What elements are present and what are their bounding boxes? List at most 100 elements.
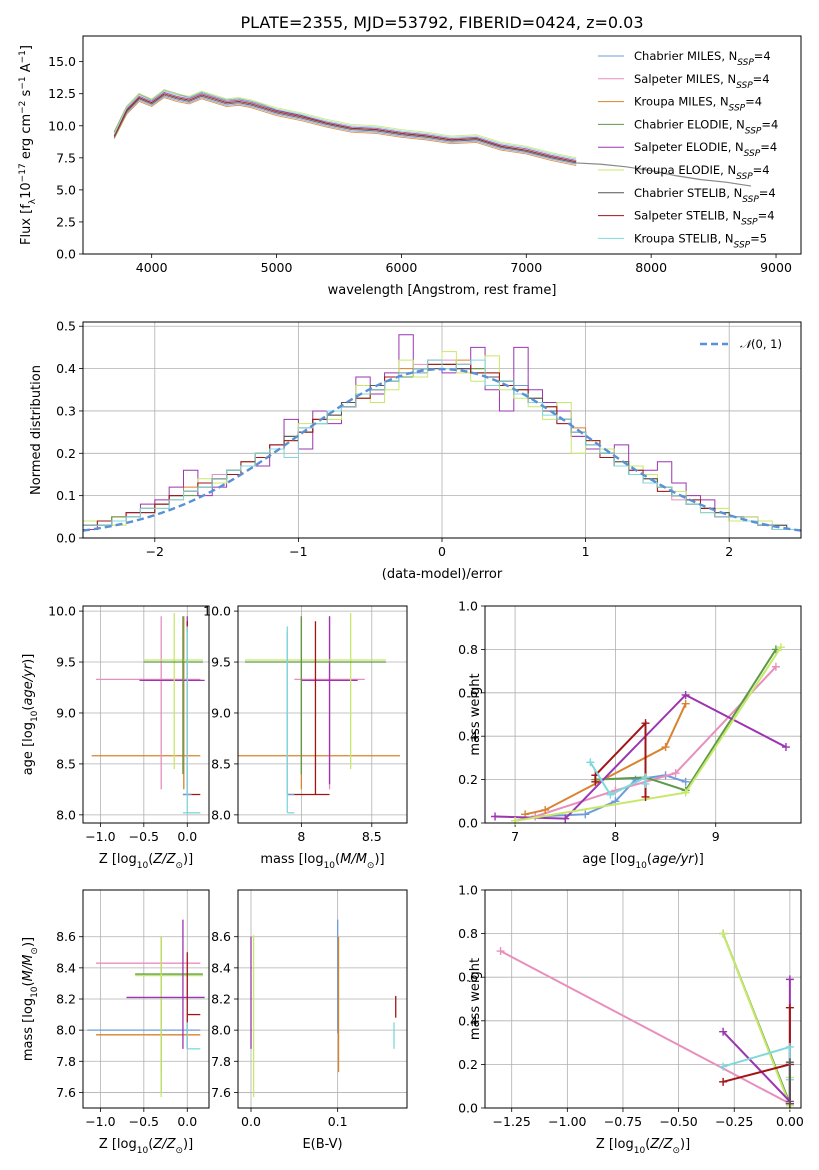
x-tick-label: 8 (611, 829, 619, 844)
y-tick-label: 0.6 (458, 970, 478, 985)
axes-frame (82, 35, 802, 255)
label-part: ( (148, 852, 153, 867)
label-part: Chabrier STELIB, N (634, 186, 742, 200)
label-part: )] (680, 1137, 690, 1152)
label-part: −1 (18, 50, 28, 63)
weight-marker (641, 719, 650, 728)
model-spectrum-line (113, 90, 577, 160)
label-part: =4 (760, 140, 777, 154)
x-tick-label: −2 (146, 544, 164, 559)
x-tick-label: 5000 (261, 260, 293, 275)
x-tick-label: −0.5 (129, 829, 159, 844)
x-tick-label: −0.75 (604, 1114, 642, 1129)
axes-frame (82, 321, 802, 539)
x-tick-label: 6000 (386, 260, 418, 275)
y-tick-label: 8.6 (56, 929, 76, 944)
legend-entry: 𝒩(0, 1) (740, 337, 782, 351)
legend-entry: Kroupa ELODIE, NSSP=4 (634, 163, 770, 182)
weight-line (722, 979, 791, 1104)
x-axis-label: wavelength [Angstrom, rest frame] (328, 283, 557, 298)
label-part: mass [log (21, 998, 36, 1061)
y-tick-label: 8.2 (211, 992, 231, 1007)
model-spectrum-line (113, 95, 577, 165)
label-part: 10 (30, 986, 40, 998)
label-part: ⊙ (672, 1146, 680, 1156)
y-tick-label: 0.0 (56, 531, 76, 546)
label-part: ⊙ (175, 861, 183, 871)
weight-marker (785, 1042, 794, 1051)
y-tick-label: 5.0 (56, 182, 76, 197)
y-tick-label: 0.3 (56, 403, 76, 418)
weight-marker (541, 805, 550, 814)
x-tick-label: 0.0 (177, 829, 197, 844)
label-part: ( (647, 852, 652, 867)
x-tick-label: 0 (438, 544, 446, 559)
y-tick-label: 1.0 (458, 599, 478, 614)
y-tick-label: 7.6 (211, 1085, 231, 1100)
x-tick-label: 2 (725, 544, 733, 559)
label-part: ] (19, 45, 34, 50)
y-tick-label: 8.6 (211, 929, 231, 944)
panel-3 (79, 606, 209, 827)
chart-title: PLATE=2355, MJD=53792, FIBERID=0424, z=0… (240, 13, 643, 32)
weight-marker (785, 1003, 794, 1012)
model-spectrum-line (113, 94, 577, 164)
label-part: )] (21, 654, 36, 664)
x-axis-label: Z [log10(Z/Z⊙)] (596, 1137, 690, 1156)
label-part: Z [log (596, 1137, 634, 1152)
y-axis-label: mass weight (468, 673, 483, 755)
axes-frame (484, 605, 802, 824)
weight-line (594, 720, 647, 797)
weight-marker (491, 812, 500, 821)
y-tick-label: 7.6 (56, 1085, 76, 1100)
y-axis-label: Normed distribution (29, 365, 44, 495)
legend-entry: Chabrier MILES, NSSP=4 (634, 49, 771, 68)
label-part: =4 (761, 117, 778, 131)
x-tick-label: −0.5 (129, 1114, 159, 1129)
label-part: ( (645, 1137, 650, 1152)
x-tick-label: −0.25 (715, 1114, 753, 1129)
weight-marker (641, 779, 650, 788)
y-tick-label: 7.8 (56, 1054, 76, 1069)
y-tick-label: 8.5 (211, 756, 231, 771)
axes-frame (82, 605, 210, 824)
panel-4 (234, 606, 407, 827)
weight-marker (785, 975, 794, 984)
label-part: 10 (635, 861, 647, 871)
y-tick-label: 0.1 (56, 488, 76, 503)
y-tick-label: 0.8 (458, 642, 478, 657)
weight-marker (581, 810, 590, 819)
x-tick-label: 7000 (510, 260, 542, 275)
y-axis-label: age [log10(age/yr)] (21, 654, 40, 776)
model-spectrum-line (113, 93, 577, 163)
label-part: ( (21, 706, 36, 711)
weight-marker (776, 643, 785, 652)
label-part: Z/Z (152, 852, 176, 867)
y-tick-label: 2.5 (56, 214, 76, 229)
label-part: −1 (18, 76, 28, 89)
model-spectrum-line (113, 89, 577, 159)
model-spectrum-line (113, 93, 577, 163)
y-tick-label: 0.5 (56, 319, 76, 334)
y-tick-label: 8.4 (56, 960, 76, 975)
label-part: mass [log (260, 852, 323, 867)
y-tick-label: 0.2 (458, 772, 478, 787)
label-part: )] (374, 852, 384, 867)
label-part: Chabrier ELODIE, N (634, 117, 745, 131)
axes-frame (237, 889, 408, 1109)
label-part: ⊙ (175, 1146, 183, 1156)
y-tick-label: 0.4 (56, 361, 76, 376)
y-tick-label: 7.5 (56, 150, 76, 165)
panel-6 (79, 890, 209, 1112)
label-part: 10 (324, 861, 336, 871)
weight-line (500, 950, 791, 1105)
x-tick-label: −0.50 (659, 1114, 697, 1129)
label-part: =4 (759, 186, 776, 200)
spectrum-lines (113, 89, 752, 187)
label-part: Chabrier MILES, N (634, 49, 737, 63)
x-tick-label: 4000 (136, 260, 168, 275)
y-tick-label: 9.0 (56, 705, 76, 720)
y-tick-label: 0.4 (458, 1013, 478, 1028)
y-tick-label: 0.0 (458, 1101, 478, 1116)
